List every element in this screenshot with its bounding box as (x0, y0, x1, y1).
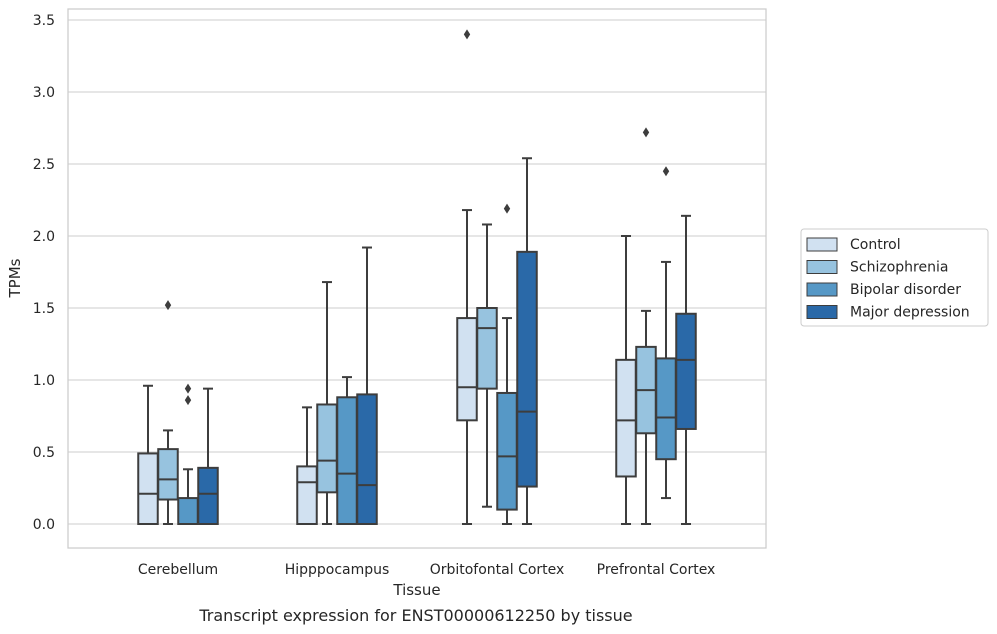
box-0-3 (197, 387, 219, 525)
box-3-2 (655, 166, 677, 500)
box-iqr (316, 403, 338, 494)
box-iqr (336, 396, 358, 525)
outlier-point (463, 29, 471, 40)
legend-swatch (806, 237, 838, 252)
box-plot-chart: 0.0 0.5 1.0 1.5 2.0 2.5 3.0 3.5 Cerebellum Hippp… (6, 8, 989, 599)
outlier-point (164, 300, 172, 311)
box-0-2 (177, 383, 199, 525)
y-tick-label: 0.5 (33, 445, 55, 461)
x-tick-label: Prefrontal Cortex (597, 562, 716, 578)
legend-swatch (806, 305, 838, 319)
box-2-3 (516, 157, 538, 525)
box-iqr (655, 357, 677, 461)
x-tick-label: Hipppocampus (285, 562, 390, 578)
legend-label: Bipolar disorder (850, 282, 961, 298)
box-2-0 (456, 29, 478, 525)
legend-label: Major depression (850, 305, 970, 321)
box-3-3 (675, 214, 697, 525)
y-tick-label: 1.0 (33, 373, 55, 389)
legend: Control Schizophrenia Bipolar disorder Majo… (800, 228, 989, 327)
outlier-point (503, 203, 511, 214)
y-tick-label: 1.5 (33, 301, 55, 317)
y-tick-label: 3.5 (33, 13, 55, 29)
box-series (137, 29, 697, 525)
box-2-2 (496, 203, 518, 525)
outlier-point (642, 127, 650, 138)
x-axis-label: Tissue (392, 581, 440, 599)
legend-frame (800, 228, 989, 327)
y-axis-label: TPMs (6, 258, 24, 298)
box-1-2 (336, 376, 358, 525)
outlier-point (184, 383, 192, 394)
box-0-1 (157, 300, 179, 525)
box-3-1 (635, 127, 657, 525)
legend-swatch (806, 282, 838, 297)
y-tick-label: 2.0 (33, 229, 55, 245)
figure-caption: Transcript expression for ENST0000061225… (199, 606, 633, 625)
outlier-point (184, 395, 192, 406)
box-iqr (476, 307, 498, 390)
legend-swatch (806, 260, 838, 274)
box-iqr (516, 250, 538, 488)
box-iqr (496, 391, 518, 511)
box-iqr (356, 393, 378, 525)
box-iqr (157, 448, 179, 501)
box-iqr (197, 466, 219, 525)
box-iqr (296, 465, 318, 525)
box-iqr (137, 452, 159, 525)
outlier-point (662, 166, 670, 177)
legend-label: Schizophrenia (850, 260, 948, 276)
y-tick-label: 0.0 (33, 517, 55, 533)
box-iqr (675, 312, 697, 430)
box-1-1 (316, 281, 338, 525)
legend-label: Control (850, 237, 901, 253)
x-tick-label: Cerebellum (138, 562, 218, 578)
y-tick-labels: 0.0 0.5 1.0 1.5 2.0 2.5 3.0 3.5 (33, 13, 55, 533)
x-tick-label: Orbitofontal Cortex (430, 562, 565, 578)
box-1-3 (356, 246, 378, 525)
box-0-0 (137, 384, 159, 525)
box-1-0 (296, 406, 318, 525)
box-iqr (615, 358, 637, 478)
y-tick-label: 3.0 (33, 85, 55, 101)
plot-frame (67, 8, 767, 549)
box-2-1 (476, 223, 498, 508)
box-3-0 (615, 235, 637, 525)
box-iqr (177, 497, 199, 525)
y-tick-label: 2.5 (33, 157, 55, 173)
box-iqr (456, 317, 478, 422)
x-tick-labels: Cerebellum Hipppocampus Orbitofontal Corte… (138, 562, 715, 578)
grid-lines (68, 19, 766, 525)
